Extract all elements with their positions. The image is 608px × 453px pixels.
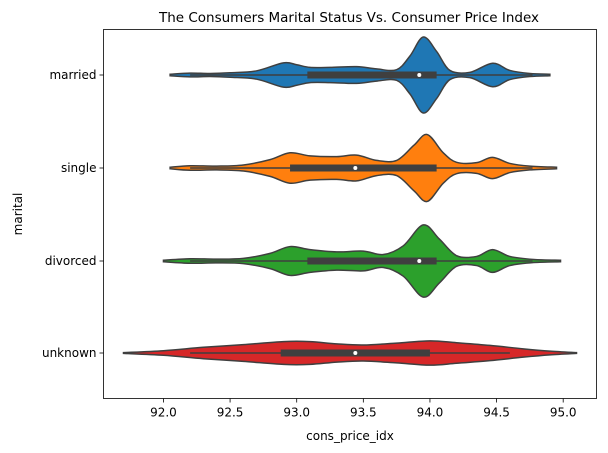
x-tick-label: 95.0: [550, 406, 577, 420]
chart-title: The Consumers Marital Status Vs. Consume…: [158, 10, 539, 26]
x-axis-label: cons_price_idx: [306, 429, 394, 443]
x-tick-label: 94.0: [417, 406, 444, 420]
y-tick-label: unknown: [42, 346, 97, 360]
y-tick-label: married: [49, 68, 96, 82]
y-tick-label: single: [61, 161, 97, 175]
x-tick-label: 94.5: [483, 406, 510, 420]
plot-frame: [103, 29, 597, 399]
y-axis-label: marital: [11, 193, 25, 236]
iqr-box-divorced: [307, 257, 437, 265]
median-dot-single: [353, 166, 358, 170]
violins-group: [122, 36, 578, 366]
iqr-box-married: [307, 71, 437, 79]
median-dot-married: [417, 73, 422, 77]
y-axis-ticks: married single divorced unknown: [42, 68, 104, 360]
x-tick-label: 92.5: [217, 406, 244, 420]
x-tick-label: 93.0: [283, 406, 310, 420]
y-tick-label: divorced: [45, 254, 97, 268]
iqr-box-single: [290, 164, 437, 172]
median-dot-divorced: [417, 259, 422, 263]
x-tick-label: 93.5: [350, 406, 377, 420]
x-axis-ticks: 92.0 92.5 93.0 93.5 94.0 94.5 95.0: [150, 398, 577, 420]
median-dot-unknown: [353, 351, 358, 355]
x-tick-label: 92.0: [150, 406, 177, 420]
